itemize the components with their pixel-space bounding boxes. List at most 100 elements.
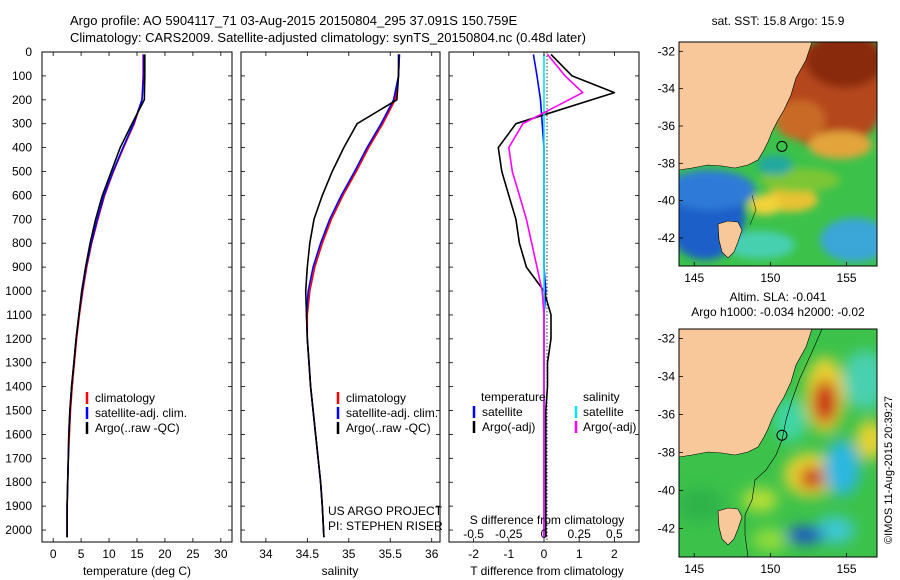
header-line1: Argo profile: AO 5904117_71 03-Aug-2015 … — [70, 13, 518, 28]
isobath-line — [749, 194, 757, 226]
lat-tick-label: -36 — [658, 408, 676, 422]
depth-tick-label: 1500 — [5, 404, 32, 418]
x-tick-label: 10 — [102, 547, 116, 561]
land-tasmania — [717, 220, 743, 259]
x-tick-label: 20 — [158, 547, 172, 561]
lon-tick-label: 145 — [684, 562, 704, 576]
lat-tick-label: -34 — [658, 82, 676, 96]
legend-s-argo: Argo(-adj) — [583, 420, 636, 434]
lat-tick-label: -32 — [658, 44, 676, 58]
legend-argo: Argo(..raw -QC) — [95, 421, 180, 435]
temperature-xlabel: temperature (deg C) — [83, 564, 191, 578]
x-tick-label: 2 — [611, 547, 618, 561]
legend-header-temperature: temperature — [481, 390, 546, 404]
salinity-xlabel: salinity — [322, 564, 359, 578]
depth-tick-label: 1600 — [5, 427, 32, 441]
lat-tick-label: -38 — [658, 446, 676, 460]
depth-tick-label: 1000 — [5, 284, 32, 298]
salinity-profile-lines — [304, 54, 401, 538]
temperature-profile-lines — [66, 54, 146, 538]
t-difference-xlabel: T difference from climatology — [470, 564, 624, 578]
x-tick-label: 34 — [259, 547, 273, 561]
sst-map — [679, 42, 877, 266]
series-line — [305, 54, 401, 538]
sst-map-axes: 145 150 155 -32 -34 -36 -38 -40 -42 — [658, 44, 857, 285]
x-tick-label: 0 — [50, 547, 57, 561]
legend-satellite: satellite-adj. clim. — [95, 406, 187, 420]
s-tick-label: 0.5 — [606, 527, 623, 541]
lon-tick-label: 155 — [837, 562, 857, 576]
legend-t-satellite: satellite — [482, 405, 523, 419]
lon-tick-label: 150 — [760, 562, 780, 576]
depth-tick-label: 1900 — [5, 499, 32, 513]
depth-tick-label: 300 — [12, 117, 32, 131]
s-tick-label: -0.25 — [495, 527, 523, 541]
temperature-x-axis: 0 5 10 15 20 25 30 — [50, 52, 228, 561]
sst-map-frame — [678, 41, 878, 267]
lat-tick-label: -38 — [658, 156, 676, 170]
depth-tick-label: 700 — [12, 212, 32, 226]
s-tick-label: 0 — [541, 527, 548, 541]
depth-tick-label: 2000 — [5, 523, 32, 537]
depth-tick-label: 500 — [12, 165, 32, 179]
temperature-panel-frame — [41, 51, 233, 543]
argo-position-marker — [776, 140, 788, 152]
salinity-legend: climatology satellite-adj. clim. Argo(..… — [336, 391, 438, 435]
s-difference-ticks: -0.5 -0.25 0 0.25 0.5 — [463, 527, 623, 541]
series-line — [66, 54, 145, 538]
depth-tick-label: 1400 — [5, 380, 32, 394]
imos-timestamp: ©IMOS 11-Aug-2015 20:39:27 — [883, 396, 895, 544]
depth-tick-label: 100 — [12, 69, 32, 83]
depth-axis: 0 100 200 300 400 500 600 700 800 900 1000 1100 1200… — [5, 45, 639, 537]
depth-tick-label: 1300 — [5, 356, 32, 370]
lat-tick-label: -42 — [658, 231, 676, 245]
land-tasmania — [717, 507, 743, 546]
lat-tick-label: -40 — [658, 484, 676, 498]
s-difference-label: S difference from climatology — [470, 513, 625, 527]
depth-tick-label: 1800 — [5, 475, 32, 489]
sla-map-axes: 145 150 155 -32 -34 -36 -38 -40 -42 — [658, 332, 857, 577]
sla-map-title-2: Argo h1000: -0.034 h2000: -0.02 — [691, 305, 865, 319]
x-tick-label: 36 — [425, 547, 439, 561]
x-tick-label: 34.5 — [296, 547, 320, 561]
argo-position-marker — [776, 429, 788, 441]
sla-field — [679, 350, 877, 552]
project-annotation: US ARGO PROJECT — [328, 504, 443, 518]
legend-argo: Argo(..raw -QC) — [346, 421, 431, 435]
s-tick-label: -0.5 — [463, 527, 484, 541]
x-tick-label: 5 — [78, 547, 85, 561]
series-line — [66, 54, 146, 538]
depth-tick-label: 400 — [12, 141, 32, 155]
salinity-panel-frame — [240, 51, 441, 543]
x-tick-label: 0 — [541, 547, 548, 561]
x-tick-label: 25 — [186, 547, 200, 561]
lon-tick-label: 155 — [837, 271, 857, 285]
series-line — [507, 53, 584, 538]
difference-profile-lines — [497, 53, 616, 538]
depth-tick-label: 900 — [12, 260, 32, 274]
x-tick-label: 30 — [214, 547, 228, 561]
series-line — [304, 54, 400, 538]
depth-tick-label: 800 — [12, 236, 32, 250]
lat-tick-label: -42 — [658, 522, 676, 536]
lon-tick-label: 150 — [760, 271, 780, 285]
salinity-x-axis: 34 34.5 35 35.5 36 — [259, 52, 439, 561]
sla-map-title-1: Altim. SLA: -0.041 — [730, 290, 827, 304]
series-line — [306, 54, 401, 538]
legend-s-satellite: satellite — [583, 405, 624, 419]
x-tick-label: -2 — [468, 547, 479, 561]
land-australia — [679, 42, 813, 171]
sla-map — [679, 329, 877, 557]
sla-map-frame — [678, 328, 878, 558]
series-line — [497, 53, 616, 538]
lat-tick-label: -36 — [658, 119, 676, 133]
depth-tick-label: 600 — [12, 188, 32, 202]
land-australia — [679, 329, 813, 458]
lat-tick-label: -32 — [658, 332, 676, 346]
lat-tick-label: -34 — [658, 370, 676, 384]
header-line2: Climatology: CARS2009. Satellite-adjuste… — [70, 30, 586, 45]
depth-tick-label: 0 — [25, 45, 32, 59]
temperature-legend: climatology satellite-adj. clim. Argo(..… — [85, 391, 187, 435]
x-tick-label: 1 — [576, 547, 583, 561]
